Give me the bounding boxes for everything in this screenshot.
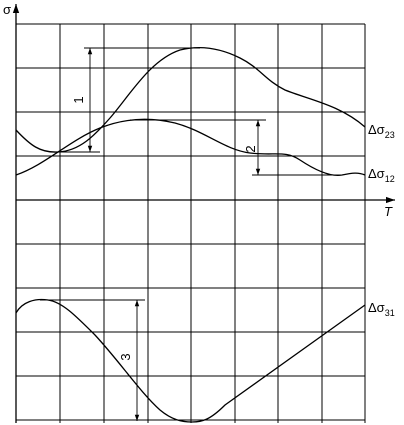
grid	[16, 23, 366, 423]
curve-subscript: 23	[385, 130, 395, 140]
curve-symbol: Δσ	[368, 122, 385, 137]
x-axis-label: T	[384, 204, 393, 219]
curve-symbol: Δσ	[368, 166, 385, 181]
dimension-2	[130, 119, 342, 176]
y-axis-label: σ	[3, 2, 11, 17]
dimension-label: 2	[243, 145, 258, 152]
dimension-3	[40, 299, 145, 421]
dimension-1	[50, 47, 200, 153]
curve-label: Δσ23	[368, 122, 395, 140]
curve-label: Δσ12	[368, 166, 395, 184]
curve-label: Δσ31	[368, 300, 395, 318]
curve-symbol: Δσ	[368, 300, 385, 315]
dimension-label: 3	[118, 353, 133, 360]
curve-subscript: 31	[385, 308, 395, 318]
curve-subscript: 12	[385, 174, 395, 184]
dimension-label: 1	[71, 96, 86, 103]
